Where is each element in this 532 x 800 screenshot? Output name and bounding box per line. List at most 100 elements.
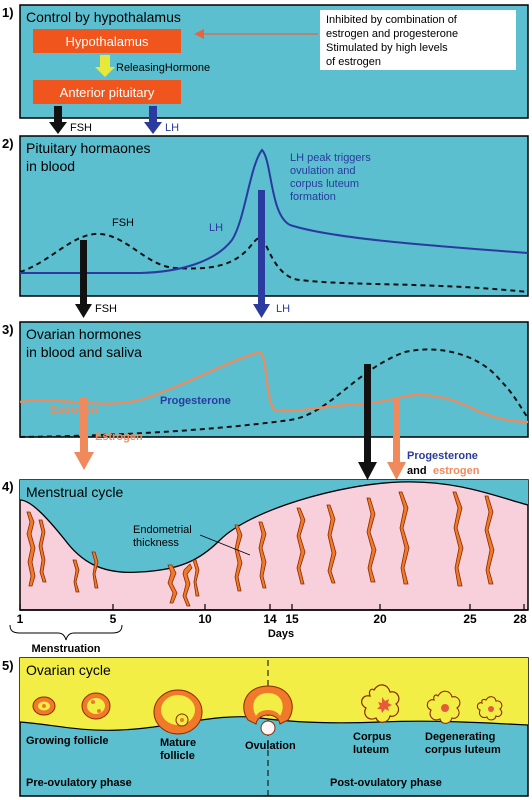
- estrogen-arrow: [74, 398, 94, 470]
- lh-peak-note-3: corpus luteum: [290, 178, 359, 190]
- releasing-hormone-arrow: [95, 55, 115, 77]
- panel-1-title: Control by hypothalamus: [26, 9, 181, 25]
- prog-estrogen-label-line-1: Progesterone: [407, 450, 478, 462]
- panel-number-4: 4): [2, 479, 14, 494]
- panel-2-title-line-2: in blood: [26, 158, 75, 174]
- lh-peak-note-4: formation: [290, 191, 336, 203]
- gland: [167, 564, 178, 604]
- pre-ovulatory-phase-label: Pre-ovulatory phase: [26, 777, 132, 789]
- panel-menstrual-cycle: 4) Menstrual cycle Endometrial thickness: [2, 479, 529, 655]
- corpus-luteum-core: [377, 697, 392, 713]
- fsh-arrow-label-panel2: FSH: [95, 303, 117, 315]
- prog-estrogen-label-estrogen: estrogen: [433, 465, 480, 477]
- progesterone-drop-arrow: [358, 364, 377, 480]
- hypothalamus-label: Hypothalamus: [65, 34, 149, 49]
- panel-3-title-line-1: Ovarian hormones: [26, 326, 141, 342]
- lh-peak-note-2: ovulation and: [290, 165, 355, 177]
- degenerating-label-1: Degenerating: [425, 731, 495, 743]
- lh-curve: [20, 148, 529, 274]
- corpus-luteum-label-2: luteum: [353, 744, 389, 756]
- progesterone-estrogen-arrow: [387, 397, 406, 480]
- lh-peak-note-1: LH peak triggers: [290, 152, 371, 164]
- estrogen-arrow-label: Estrogen: [95, 431, 143, 443]
- day-tick-label: 5: [110, 612, 117, 626]
- lh-label-panel1: LH: [165, 122, 179, 134]
- gland: [91, 551, 99, 589]
- day-tick-label: 14: [263, 612, 277, 626]
- panel-number-2: 2): [2, 136, 14, 151]
- gland: [452, 491, 464, 587]
- anterior-pituitary-label: Anterior pituitary: [60, 85, 155, 100]
- gland: [258, 521, 267, 589]
- panel-number-3: 3): [2, 322, 14, 337]
- panel-5-title: Ovarian cycle: [26, 662, 111, 678]
- menstruation-brace: [9, 624, 123, 641]
- releasing-hormone-label: ReleasingHormone: [116, 62, 210, 74]
- panel-ovarian-cycle: 5) Ovarian cycle Growing follicle Mature…: [2, 657, 529, 797]
- endometrial-glands: [26, 491, 495, 607]
- panel-number-5: 5): [2, 658, 14, 673]
- endometrial-thickness-label-2: thickness: [133, 537, 179, 549]
- panel-2-background: [19, 135, 529, 297]
- day-tick-label: 15: [285, 612, 299, 626]
- uterine-lumen: [20, 480, 528, 573]
- lh-arrow-label-panel2: LH: [276, 303, 290, 315]
- degenerating-core: [441, 704, 449, 712]
- degenerating-core: [488, 706, 494, 712]
- panel-number-1: 1): [2, 5, 14, 20]
- endometrium-surface: [19, 481, 529, 574]
- estrogen-curve-label: Estrogen: [50, 404, 98, 416]
- anterior-pituitary-box: [33, 80, 181, 104]
- ovulation-label: Ovulation: [245, 740, 296, 752]
- feedback-line-2: estrogen and progesterone: [326, 28, 458, 40]
- days-axis-label: Days: [268, 628, 294, 640]
- gland: [26, 511, 36, 587]
- lh-curve-label: LH: [209, 222, 223, 234]
- growing-follicle-label: Growing follicle: [26, 735, 109, 747]
- oocyte-nucleus: [180, 718, 184, 722]
- menstruation-label: Menstruation: [31, 643, 100, 655]
- gland: [182, 563, 193, 607]
- fsh-curve-label: FSH: [112, 217, 134, 229]
- thickness-pointer: [199, 534, 251, 556]
- day-tick-label: 10: [198, 612, 212, 626]
- lh-arrow-panel2: [253, 190, 270, 318]
- feedback-note-box: [320, 10, 516, 70]
- fsh-arrow-panel2: [75, 240, 92, 318]
- oocyte: [42, 704, 46, 708]
- gland: [296, 507, 306, 585]
- day-tick-label: 25: [463, 612, 477, 626]
- gland: [398, 491, 410, 585]
- progesterone-curve: [19, 348, 529, 438]
- prog-estrogen-label-and: and: [407, 465, 427, 477]
- fsh-arrow-panel1: [49, 106, 67, 134]
- feedback-arrow-head: [194, 29, 204, 39]
- feedback-line-3: Stimulated by high levels: [326, 42, 448, 54]
- panel-pituitary-hormones: 2) Pituitary hormaones in blood FSH LH L…: [2, 135, 529, 318]
- corpus-luteum-label-1: Corpus: [353, 731, 392, 743]
- gland: [234, 524, 243, 592]
- follicle-antrum: [87, 698, 105, 714]
- gland: [326, 504, 337, 584]
- day-tick-label: 20: [373, 612, 387, 626]
- day-tick-label: 28: [513, 612, 527, 626]
- gland: [38, 519, 47, 583]
- progesterone-curve-label: Progesterone: [160, 395, 231, 407]
- gland: [484, 495, 495, 585]
- mature-follicle-label-2: follicle: [160, 750, 195, 762]
- oocyte: [97, 709, 101, 713]
- released-ovum: [260, 720, 276, 736]
- feedback-line-1: Inhibited by combination of: [326, 14, 458, 26]
- mature-follicle-label-1: Mature: [160, 737, 196, 749]
- degenerating-label-2: corpus luteum: [425, 744, 501, 756]
- post-ovulatory-phase-label: Post-ovulatory phase: [330, 777, 442, 789]
- panel-ovarian-hormones: 3) Ovarian hormones in blood and saliva …: [2, 321, 529, 480]
- oocyte: [91, 700, 95, 704]
- estrogen-curve: [19, 350, 529, 424]
- panel-3-background: [19, 321, 529, 438]
- panel-3-title-line-2: in blood and saliva: [26, 344, 142, 360]
- ovulating-antrum: [253, 693, 283, 716]
- panel-2-title-line-1: Pituitary hormaones: [26, 140, 151, 156]
- feedback-line-4: of estrogen: [326, 56, 381, 68]
- gland: [72, 559, 80, 593]
